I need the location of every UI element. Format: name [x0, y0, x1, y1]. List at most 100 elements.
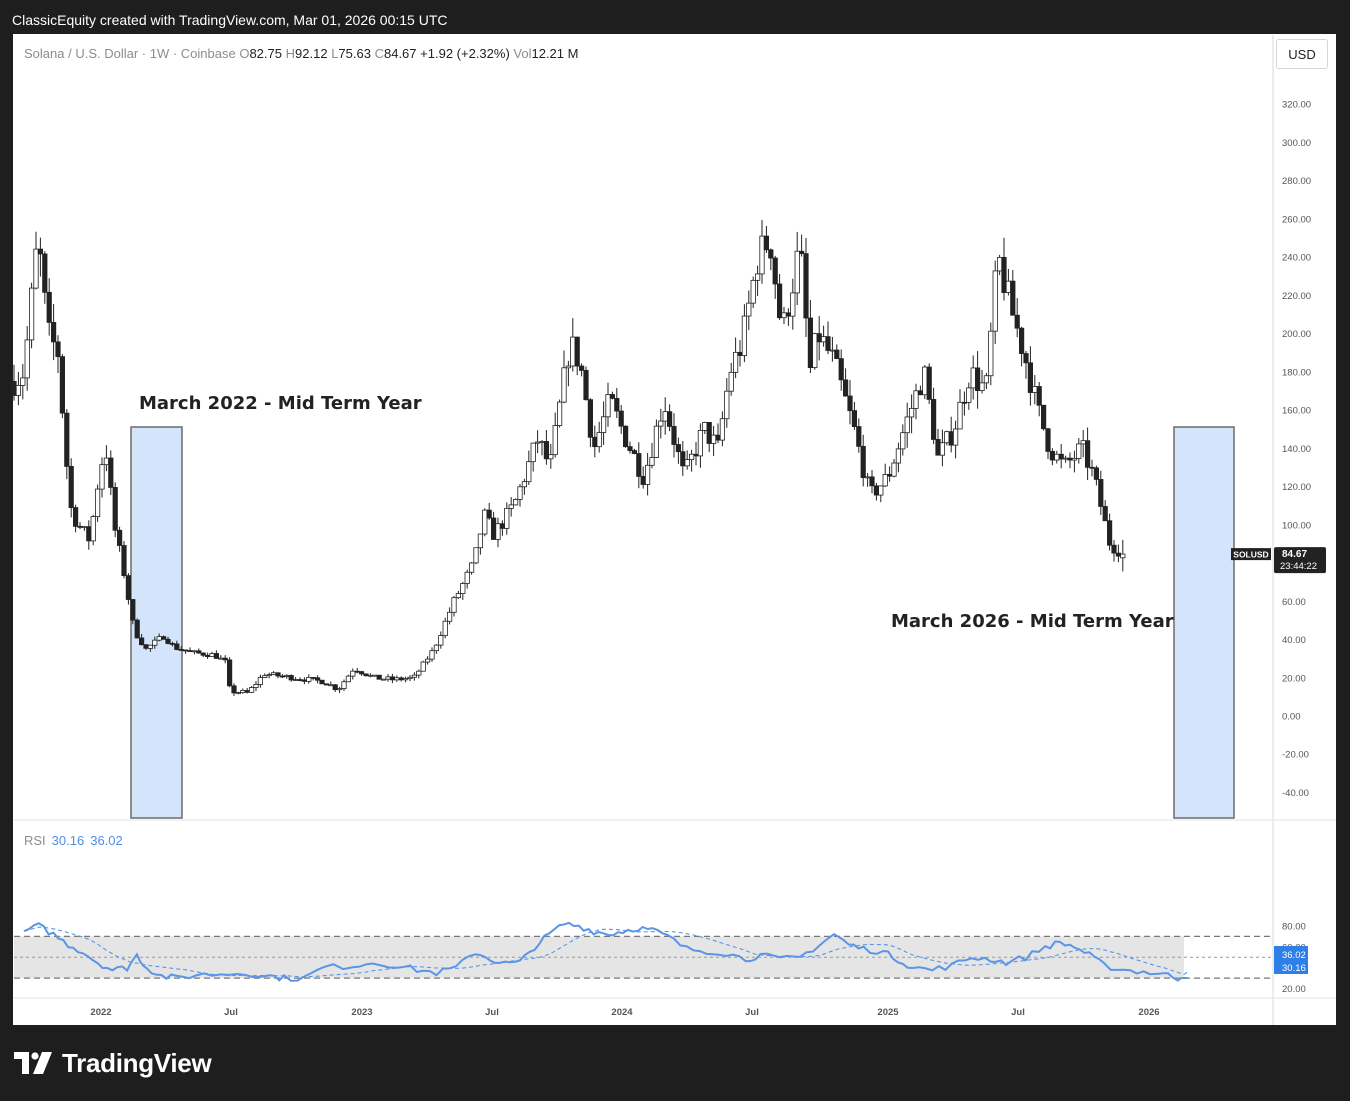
price-tick-label: 0.00	[1282, 712, 1301, 723]
candle-body	[398, 677, 404, 681]
low-value: 75.63	[338, 46, 371, 61]
candle-body	[658, 420, 664, 427]
rsi-label: RSI	[24, 833, 46, 848]
candle-body	[130, 599, 136, 621]
candle-body	[486, 509, 492, 519]
price-tick-label: 60.00	[1282, 597, 1306, 608]
candle-body	[482, 509, 488, 535]
rsi-tick-label: 80.00	[1282, 921, 1306, 932]
price-tag-value: 84.67	[1282, 549, 1307, 560]
candle-body	[28, 287, 35, 341]
rsi-ma-tag: 36.02	[1282, 950, 1306, 961]
candle-body	[455, 593, 462, 599]
candle-body	[301, 679, 308, 682]
candle-body	[77, 525, 83, 528]
candle-body	[689, 453, 695, 461]
candle-body	[51, 321, 57, 343]
candle-body	[1089, 466, 1095, 469]
candle-body	[1027, 362, 1033, 393]
candle-body	[1023, 353, 1029, 364]
candle-body	[645, 464, 651, 485]
candle-body	[402, 678, 409, 681]
candle-body	[521, 481, 528, 488]
candle-body	[887, 474, 893, 477]
candle-body	[451, 597, 457, 613]
currency-button[interactable]: USD	[1276, 39, 1328, 69]
candle-body	[411, 674, 418, 678]
candle-body	[473, 547, 479, 564]
candle-body	[812, 333, 818, 369]
candle-body	[772, 257, 778, 285]
price-tick-label: 100.00	[1282, 520, 1311, 531]
candle-body	[966, 387, 972, 403]
candle-body	[64, 412, 70, 467]
candle-body	[979, 382, 985, 391]
candle-body	[248, 687, 255, 693]
tradingview-logo[interactable]: TradingView	[14, 1046, 212, 1080]
candle-body	[755, 273, 761, 281]
candle-body	[350, 670, 356, 677]
candle-body	[574, 336, 580, 367]
candle-body	[794, 250, 800, 294]
candle-body	[909, 407, 915, 418]
candle-body	[1063, 457, 1069, 460]
symbol-tag-text: SOLUSD	[1233, 550, 1268, 560]
candle-body	[724, 390, 730, 420]
candle-body	[653, 425, 660, 458]
candle-body	[618, 410, 624, 427]
candle-body	[138, 637, 145, 646]
candle-body	[777, 283, 783, 319]
rsi-line	[23, 921, 1188, 982]
price-tag-countdown: 23:44:22	[1280, 561, 1317, 572]
price-tick-label: 180.00	[1282, 367, 1311, 378]
candle-body	[601, 416, 607, 433]
candle-body	[477, 533, 484, 549]
candle-body	[266, 674, 272, 677]
candle-body	[279, 675, 286, 678]
candle-body	[623, 425, 629, 448]
candle-body	[997, 256, 1003, 272]
candle-body	[446, 611, 453, 622]
time-tick-label: 2026	[1138, 1007, 1159, 1018]
candle-body	[442, 620, 448, 636]
candle-body	[904, 416, 910, 434]
close-label: C	[374, 46, 384, 61]
candle-body	[662, 411, 668, 422]
time-tick-label: Jul	[224, 1007, 238, 1018]
candle-body	[733, 351, 739, 373]
candle-body	[517, 486, 523, 500]
candle-body	[222, 657, 228, 661]
candle-body	[147, 644, 153, 649]
candle-body	[746, 302, 752, 317]
rsi-legend: RSI 30.16 36.02	[24, 832, 123, 850]
candle-body	[407, 676, 413, 679]
candle-body	[873, 485, 880, 496]
candle-body	[1085, 440, 1091, 468]
candle-body	[834, 349, 840, 360]
candle-body	[200, 652, 206, 656]
candle-body	[526, 461, 532, 483]
candle-body	[790, 292, 796, 317]
candle-body	[583, 369, 589, 401]
symbol-legend: Solana / U.S. Dollar · 1W · Coinbase O82…	[24, 45, 578, 63]
candle-body	[424, 658, 431, 663]
candle-body	[988, 330, 994, 377]
candle-body	[944, 431, 950, 444]
candle-body	[865, 476, 871, 479]
candle-body	[609, 394, 616, 399]
candle-body	[429, 650, 435, 660]
candle-body	[882, 474, 888, 487]
candle-body	[939, 442, 946, 456]
chart-panel[interactable]	[13, 34, 1336, 1025]
candle-body	[1107, 520, 1113, 546]
candle-body	[152, 639, 158, 646]
price-tick-label: 320.00	[1282, 100, 1311, 111]
candle-body	[59, 356, 66, 414]
candle-body	[957, 401, 963, 430]
candle-body	[684, 459, 690, 467]
candle-body	[24, 339, 30, 379]
candle-body	[1036, 386, 1042, 406]
candle-body	[1102, 506, 1108, 522]
candle-body	[310, 677, 316, 679]
